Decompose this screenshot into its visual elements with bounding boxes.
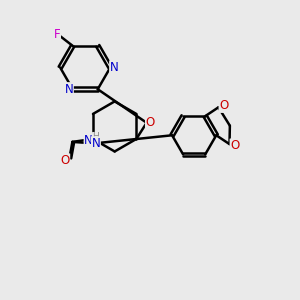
Text: F: F xyxy=(54,28,60,40)
Text: O: O xyxy=(60,154,70,167)
Text: O: O xyxy=(146,116,155,129)
Text: H: H xyxy=(93,132,99,141)
Text: N: N xyxy=(92,137,100,150)
Text: O: O xyxy=(230,139,239,152)
Text: O: O xyxy=(219,99,228,112)
Text: N: N xyxy=(110,61,118,74)
Text: N: N xyxy=(64,83,73,96)
Text: N: N xyxy=(84,134,93,147)
